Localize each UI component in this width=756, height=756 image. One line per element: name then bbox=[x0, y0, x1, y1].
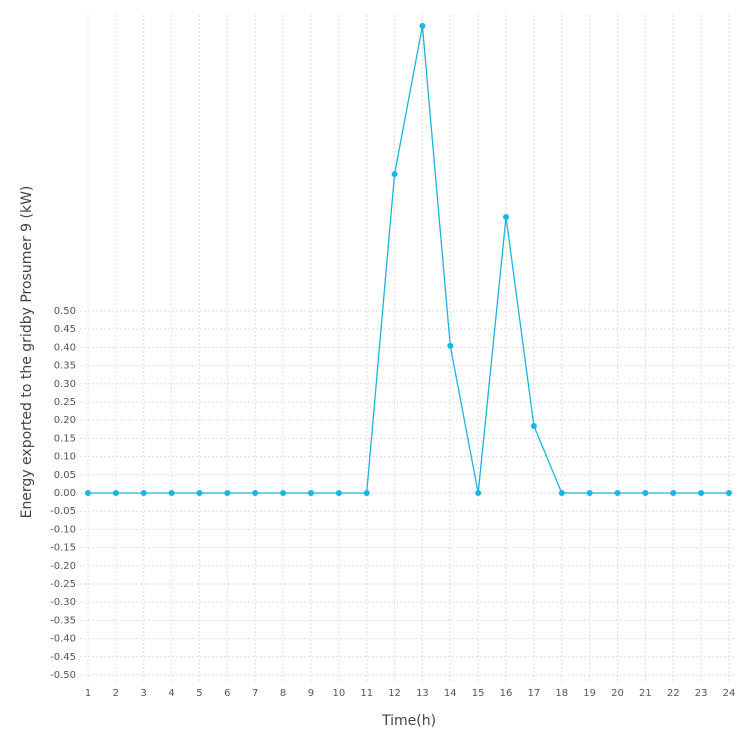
data-point bbox=[558, 489, 565, 496]
data-point bbox=[307, 489, 314, 496]
y-tick-label: 0.25 bbox=[54, 397, 76, 408]
y-tick-label: -0.40 bbox=[50, 634, 76, 645]
y-tick-label: -0.30 bbox=[50, 597, 76, 608]
x-tick-label: 14 bbox=[444, 688, 457, 699]
y-tick-label: 0.35 bbox=[54, 361, 76, 372]
x-tick-label: 23 bbox=[695, 688, 708, 699]
data-point bbox=[363, 489, 370, 496]
y-tick-label: -0.35 bbox=[50, 615, 76, 626]
data-point bbox=[530, 422, 537, 429]
x-tick-label: 15 bbox=[472, 688, 485, 699]
x-tick-label: 7 bbox=[252, 688, 258, 699]
data-point bbox=[726, 489, 732, 496]
data-point bbox=[447, 342, 454, 349]
x-tick-label: 17 bbox=[528, 688, 541, 699]
y-tick-label: -0.15 bbox=[50, 543, 76, 554]
data-point bbox=[391, 171, 398, 178]
x-tick-label: 24 bbox=[723, 688, 736, 699]
data-point bbox=[224, 489, 231, 496]
data-point bbox=[614, 489, 621, 496]
x-tick-label: 21 bbox=[639, 688, 652, 699]
x-tick-label: 16 bbox=[500, 688, 513, 699]
y-tick-label: 0.20 bbox=[54, 415, 76, 426]
x-tick-label: 1 bbox=[85, 688, 91, 699]
x-tick-label: 18 bbox=[555, 688, 568, 699]
data-point bbox=[196, 489, 203, 496]
data-point bbox=[335, 489, 342, 496]
data-point bbox=[670, 489, 677, 496]
y-tick-label: -0.50 bbox=[50, 670, 76, 681]
x-tick-label: 20 bbox=[611, 688, 624, 699]
x-tick-label: 13 bbox=[416, 688, 429, 699]
x-tick-label: 4 bbox=[168, 688, 174, 699]
data-point bbox=[112, 489, 119, 496]
data-point bbox=[85, 489, 91, 496]
data-point bbox=[252, 489, 259, 496]
y-tick-label: -0.25 bbox=[50, 579, 76, 590]
data-point bbox=[140, 489, 147, 496]
y-tick-label: 0.00 bbox=[54, 488, 76, 499]
data-point bbox=[586, 489, 593, 496]
y-tick-label: -0.10 bbox=[50, 524, 76, 535]
x-axis-title: Time(h) bbox=[381, 713, 436, 729]
x-tick-label: 5 bbox=[196, 688, 202, 699]
data-point bbox=[168, 489, 175, 496]
data-point bbox=[698, 489, 705, 496]
data-point bbox=[642, 489, 649, 496]
x-tick-label: 3 bbox=[141, 688, 147, 699]
x-tick-label: 19 bbox=[583, 688, 596, 699]
y-tick-label: 0.45 bbox=[54, 324, 76, 335]
data-point bbox=[475, 489, 482, 496]
data-point bbox=[503, 214, 510, 221]
x-tick-label: 8 bbox=[280, 688, 286, 699]
data-point bbox=[419, 22, 426, 29]
y-tick-label: 0.05 bbox=[54, 470, 76, 481]
x-tick-label: 10 bbox=[332, 688, 345, 699]
y-tick-label: -0.45 bbox=[50, 652, 76, 663]
y-axis-title: Energy exported to the gridby Prosumer 9… bbox=[19, 186, 35, 519]
y-tick-label: -0.05 bbox=[50, 506, 76, 517]
series-line bbox=[88, 25, 729, 494]
x-tick-label: 22 bbox=[667, 688, 680, 699]
y-tick-label: 0.50 bbox=[54, 306, 76, 317]
y-tick-label: 0.10 bbox=[54, 452, 76, 463]
x-tick-label: 2 bbox=[113, 688, 119, 699]
data-point bbox=[280, 489, 287, 496]
y-tick-label: 0.40 bbox=[54, 342, 76, 353]
x-tick-label: 11 bbox=[360, 688, 373, 699]
y-tick-label: 0.30 bbox=[54, 379, 76, 390]
x-tick-label: 9 bbox=[308, 688, 314, 699]
x-tick-label: 6 bbox=[224, 688, 230, 699]
y-tick-label: 0.15 bbox=[54, 433, 76, 444]
x-tick-label: 12 bbox=[388, 688, 401, 699]
y-tick-label: -0.20 bbox=[50, 561, 76, 572]
